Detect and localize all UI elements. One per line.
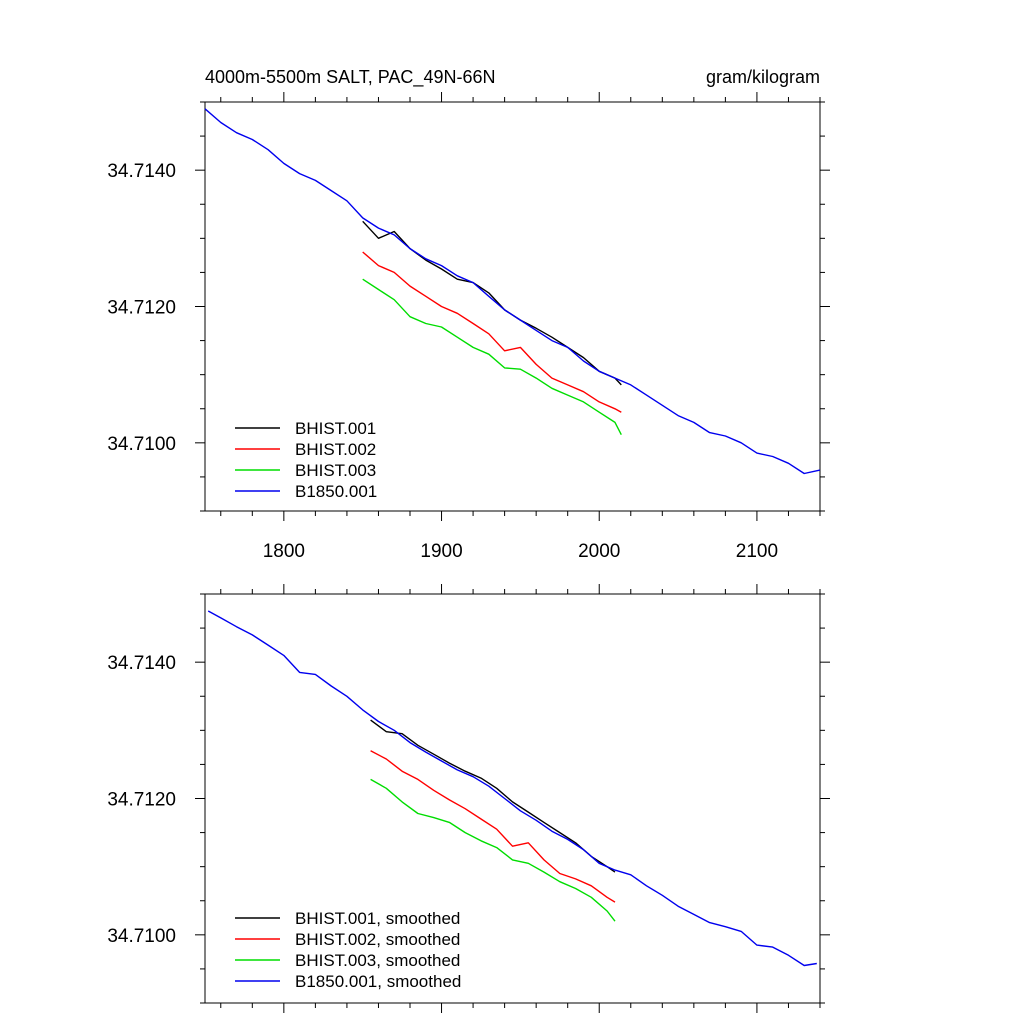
y-tick-label: 34.7120 <box>107 298 176 319</box>
legend-label: BHIST.003 <box>295 461 376 480</box>
y-tick-label: 34.7140 <box>107 161 176 182</box>
x-tick-label: 1900 <box>420 541 462 562</box>
series-line-bhist-002 <box>362 251 622 413</box>
chart-title: 4000m-5500m SALT, PAC_49N-66N <box>205 67 495 88</box>
legend-label: BHIST.002, smoothed <box>295 930 460 949</box>
x-tick-label: 2000 <box>578 541 620 562</box>
legend-label: BHIST.002 <box>295 440 376 459</box>
legend-label: BHIST.001, smoothed <box>295 909 460 928</box>
legend-label: B1850.001, smoothed <box>295 972 461 991</box>
series-line-b1850-001-smoothed <box>207 610 817 967</box>
series-line-bhist-002-smoothed <box>370 750 616 903</box>
series-line-bhist-001-smoothed <box>370 719 616 873</box>
units-label: gram/kilogram <box>706 67 820 87</box>
series-line-bhist-003 <box>362 278 622 436</box>
y-tick-label: 34.7140 <box>107 653 176 674</box>
legend-label: B1850.001 <box>295 482 377 501</box>
series-line-b1850-001 <box>204 108 821 475</box>
x-tick-label: 1800 <box>263 541 305 562</box>
legend-label: BHIST.003, smoothed <box>295 951 460 970</box>
legend-label: BHIST.001 <box>295 419 376 438</box>
y-tick-label: 34.7100 <box>107 434 176 455</box>
y-tick-label: 34.7100 <box>107 926 176 947</box>
x-tick-label: 2100 <box>736 541 778 562</box>
y-tick-label: 34.7120 <box>107 790 176 811</box>
bottom-panel: 34.7100 34.7120 34.7140 BHIST.001, smoothed… <box>107 584 830 1013</box>
top-panel: 1800 1900 2000 2100 34.7100 34.7120 34.7140 400… <box>107 67 830 562</box>
series-line-bhist-003-smoothed <box>370 778 616 922</box>
